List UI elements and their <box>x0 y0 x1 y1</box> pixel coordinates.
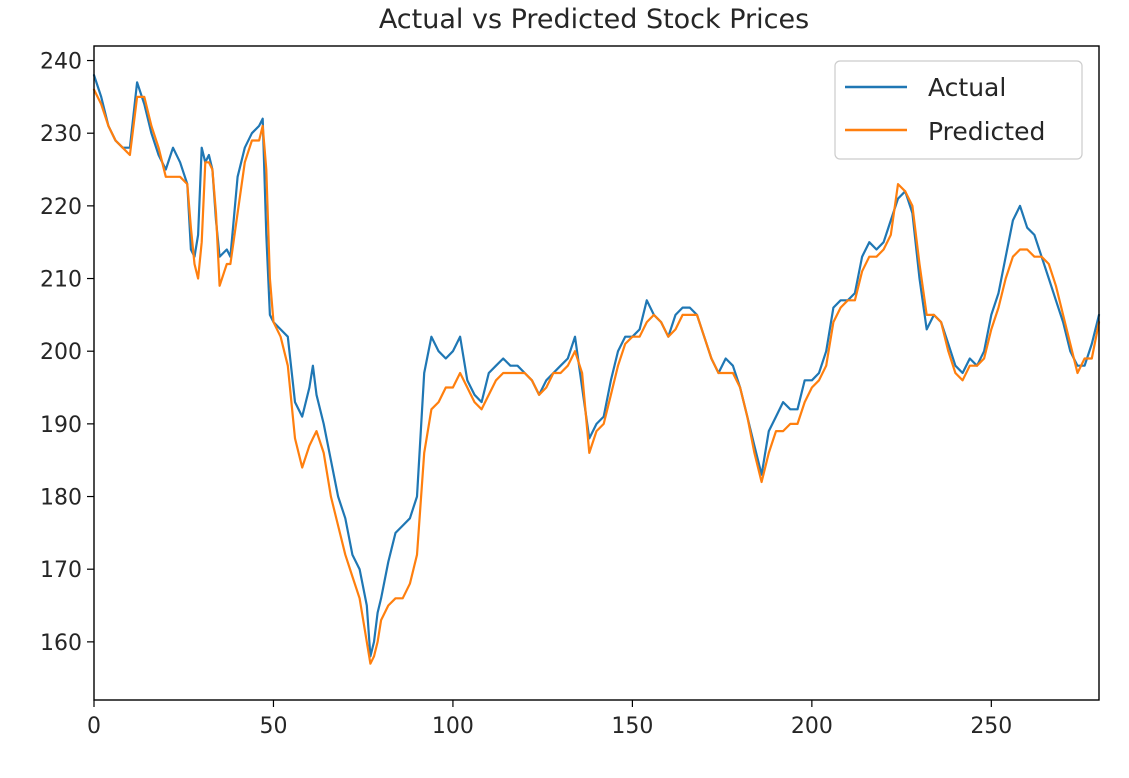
chart-title: Actual vs Predicted Stock Prices <box>379 4 809 35</box>
y-tick-label: 240 <box>40 50 82 75</box>
y-tick-label: 230 <box>40 122 82 147</box>
x-tick-label: 200 <box>791 714 833 739</box>
series-line-actual <box>92 74 1101 658</box>
legend: Actual Predicted <box>834 60 1083 160</box>
x-tick-label: 250 <box>970 714 1012 739</box>
legend-actual-label: Actual <box>928 73 1006 102</box>
y-tick-label: 220 <box>40 195 82 220</box>
legend-predicted-label: Predicted <box>928 117 1045 146</box>
x-tick-label: 150 <box>611 714 653 739</box>
y-tick-label: 210 <box>40 268 82 293</box>
plot-frame <box>93 45 1100 701</box>
x-tick-label: 50 <box>259 714 287 739</box>
y-tick-label: 190 <box>40 413 82 438</box>
legend-box <box>834 60 1083 160</box>
x-tick-label: 0 <box>87 714 101 739</box>
y-tick-label: 170 <box>40 558 82 583</box>
y-tick-label: 200 <box>40 340 82 365</box>
series-layer <box>92 74 1101 665</box>
series-line-predicted <box>92 88 1101 665</box>
y-tick-label: 180 <box>40 486 82 511</box>
x-axis: 0 50 100 150 200 250 <box>87 700 1012 739</box>
y-tick-label: 160 <box>40 631 82 656</box>
y-axis: 160 170 180 190 200 210 220 230 240 <box>40 50 94 656</box>
x-tick-label: 100 <box>432 714 474 739</box>
